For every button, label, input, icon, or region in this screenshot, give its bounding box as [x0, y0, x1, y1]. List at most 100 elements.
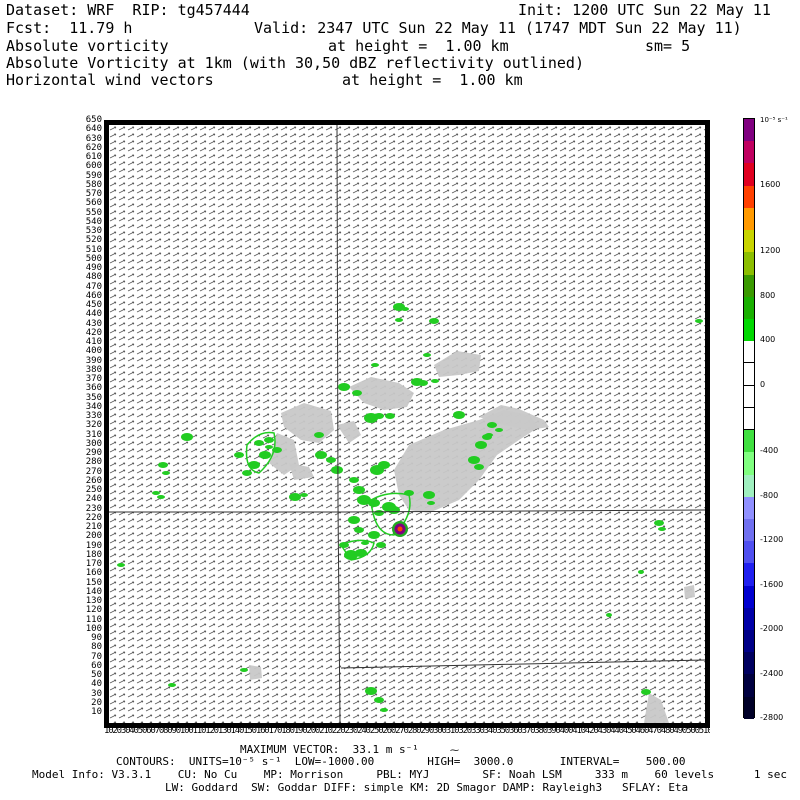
colorbar-swatch: [744, 452, 754, 475]
vorticity-blob: [289, 493, 301, 501]
colorbar-swatch: [744, 274, 754, 297]
vorticity-blob: [378, 461, 390, 469]
vorticity-blob: [453, 411, 465, 419]
vorticity-blob: [162, 471, 170, 475]
vorticity-blob: [357, 495, 371, 505]
colorbar-swatch: [744, 630, 754, 653]
y-tick-label: 130: [85, 596, 102, 606]
reflectivity-outline: [339, 539, 375, 561]
vorticity-blob: [259, 451, 271, 459]
y-tick-label: 140: [85, 586, 102, 597]
vorticity-blob: [349, 477, 359, 483]
vorticity-blob: [315, 451, 327, 459]
y-tick-label: 570: [85, 189, 102, 199]
colorbar-swatch: [744, 341, 754, 364]
y-tick-label: 10: [91, 707, 102, 717]
reflectivity-area: [249, 665, 262, 680]
colorbar-swatch: [744, 563, 754, 586]
reflectivity-outline: [370, 492, 411, 536]
vorticity-blob: [374, 413, 384, 419]
colorbar-swatch: [744, 207, 754, 231]
colorbar-unit: 10⁻⁵ s⁻¹: [760, 116, 788, 124]
field3-height: at height = 1.00 km: [342, 71, 523, 89]
vorticity-blob: [348, 516, 360, 524]
y-tick-label: 250: [85, 485, 102, 495]
vorticity-blob: [374, 510, 384, 516]
vorticity-blob: [344, 550, 358, 560]
colorbar-swatch: [744, 696, 754, 719]
y-tick-label: 550: [85, 207, 102, 218]
y-tick-label: 460: [85, 290, 102, 301]
vorticity-blob: [368, 531, 380, 539]
vorticity-blob: [158, 462, 168, 468]
vorticity-blob: [314, 432, 324, 438]
vorticity-blob: [157, 495, 165, 499]
field1-title: Absolute vorticity: [6, 37, 169, 55]
reflectivity-area: [394, 410, 539, 513]
y-tick-label: 380: [85, 364, 102, 375]
y-tick-label: 430: [85, 318, 102, 329]
vortex-center: [397, 526, 403, 532]
y-tick-label: 300: [85, 438, 102, 449]
model-physics: LW: Goddard SW: Goddar DIFF: simple KM: …: [165, 781, 689, 794]
y-tick-label: 230: [85, 503, 102, 514]
y-tick-label: 410: [85, 337, 102, 347]
y-tick-label: 640: [85, 124, 102, 135]
colorbar-label: 400: [760, 335, 776, 345]
y-tick-label: 260: [85, 475, 102, 486]
y-tick-label: 280: [85, 457, 102, 468]
vorticity-blob: [606, 613, 612, 617]
state-boundary: [336, 125, 341, 723]
vorticity-blob: [234, 452, 244, 458]
smoothing-label: sm= 5: [645, 37, 691, 55]
init-time: Init: 1200 UTC Sun 22 May 11: [518, 1, 771, 19]
vorticity-blob: [376, 542, 386, 548]
y-tick-label: 580: [85, 179, 102, 190]
reflectivity-area: [434, 351, 481, 377]
y-tick-label: 520: [85, 235, 102, 246]
vorticity-blob: [242, 470, 252, 476]
y-tick-label: 40: [91, 679, 102, 690]
colorbar-label: -800: [760, 490, 779, 500]
y-tick-label: 400: [85, 346, 102, 357]
y-tick-label: 630: [85, 133, 102, 144]
y-tick-label: 200: [85, 531, 102, 542]
y-tick-label: 220: [85, 512, 102, 523]
vorticity-blob: [429, 318, 439, 324]
y-tick-label: 440: [85, 309, 102, 320]
vorticity-blob: [368, 499, 380, 507]
vorticity-blob: [641, 689, 651, 695]
colorbar-swatch: [744, 318, 754, 342]
y-tick-label: 500: [85, 253, 102, 264]
reflectivity-area: [349, 377, 414, 410]
vorticity-blob: [380, 708, 388, 712]
y-tick-label: 290: [85, 448, 102, 458]
colorbar-label: 800: [760, 290, 776, 300]
vorticity-blob: [117, 563, 125, 567]
vorticity-blob: [385, 413, 395, 419]
valid-time: Valid: 2347 UTC Sun 22 May 11 (1747 MDT …: [254, 19, 742, 37]
vorticity-blob: [338, 383, 350, 391]
colorbar-label: -2800: [760, 713, 784, 722]
dataset-label: Dataset: WRF RIP: tg457444: [6, 1, 250, 19]
y-tick-label: 490: [85, 263, 102, 273]
vorticity-blob: [254, 440, 264, 446]
colorbar-swatch: [744, 385, 754, 408]
vorticity-blob: [395, 318, 403, 322]
y-tick-label: 100: [85, 623, 102, 634]
colorbar-swatch: [744, 474, 754, 497]
vorticity-blob: [181, 433, 193, 441]
vorticity-blob: [352, 390, 362, 396]
vorticity-blob: [248, 461, 260, 469]
y-tick-label: 170: [85, 559, 102, 569]
y-tick-label: 80: [91, 642, 102, 653]
y-tick-label: 60: [91, 660, 102, 671]
model-info: Model Info: V3.3.1 CU: No Cu MP: Morriso…: [32, 768, 787, 781]
y-tick-label: 180: [85, 549, 102, 560]
colorbar-swatch: [744, 185, 754, 208]
colorbar-swatch: [744, 496, 754, 519]
y-tick-label: 370: [85, 374, 102, 384]
vorticity-blob: [474, 464, 484, 470]
y-tick-label: 600: [85, 161, 102, 172]
vorticity-blob: [495, 428, 503, 432]
